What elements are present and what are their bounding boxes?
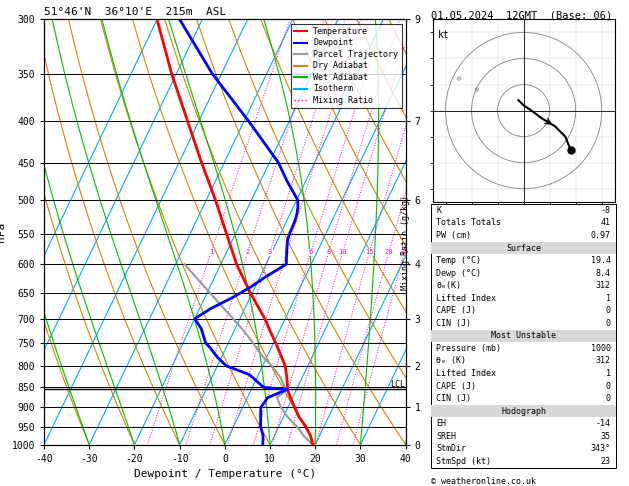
Text: Hodograph: Hodograph <box>501 407 546 416</box>
Text: 23: 23 <box>601 457 611 466</box>
Text: Temp (°C): Temp (°C) <box>437 256 481 265</box>
Y-axis label: hPa: hPa <box>0 222 6 242</box>
Text: 10: 10 <box>338 249 347 255</box>
Text: 35: 35 <box>601 432 611 441</box>
Text: StmSpd (kt): StmSpd (kt) <box>437 457 491 466</box>
Text: Dewp (°C): Dewp (°C) <box>437 269 481 278</box>
Text: 1000: 1000 <box>591 344 611 353</box>
Text: SREH: SREH <box>437 432 457 441</box>
Text: 1: 1 <box>606 294 611 303</box>
Text: 1: 1 <box>209 249 213 255</box>
Text: ❄: ❄ <box>474 87 480 93</box>
Text: CIN (J): CIN (J) <box>437 394 471 403</box>
Text: PW (cm): PW (cm) <box>437 231 471 240</box>
Bar <box>431 204 616 242</box>
Text: θₑ(K): θₑ(K) <box>437 281 462 290</box>
Text: 0: 0 <box>606 319 611 328</box>
Text: -8: -8 <box>601 206 611 215</box>
Text: 15: 15 <box>365 249 374 255</box>
Text: 312: 312 <box>596 281 611 290</box>
Text: 19.4: 19.4 <box>591 256 611 265</box>
Text: 0.97: 0.97 <box>591 231 611 240</box>
Bar <box>431 405 616 417</box>
Text: Pressure (mb): Pressure (mb) <box>437 344 501 353</box>
Text: 3: 3 <box>268 249 272 255</box>
Text: 6: 6 <box>309 249 313 255</box>
Text: 0: 0 <box>606 382 611 391</box>
Text: CIN (J): CIN (J) <box>437 319 471 328</box>
Text: 25: 25 <box>400 249 408 255</box>
Text: Most Unstable: Most Unstable <box>491 331 556 340</box>
Text: Lifted Index: Lifted Index <box>437 294 496 303</box>
Text: EH: EH <box>437 419 447 428</box>
Text: -14: -14 <box>596 419 611 428</box>
Text: Totals Totals: Totals Totals <box>437 218 501 227</box>
Text: LCL: LCL <box>390 381 405 389</box>
Text: CAPE (J): CAPE (J) <box>437 306 476 315</box>
Text: Mixing Ratio (g/kg): Mixing Ratio (g/kg) <box>401 195 410 291</box>
Text: Surface: Surface <box>506 243 541 253</box>
Text: 01.05.2024  12GMT  (Base: 06): 01.05.2024 12GMT (Base: 06) <box>431 11 612 21</box>
Text: 2: 2 <box>245 249 250 255</box>
Text: StmDir: StmDir <box>437 444 467 453</box>
Text: CAPE (J): CAPE (J) <box>437 382 476 391</box>
Bar <box>431 405 616 468</box>
Bar <box>431 330 616 342</box>
Text: 8.4: 8.4 <box>596 269 611 278</box>
Text: © weatheronline.co.uk: © weatheronline.co.uk <box>431 477 536 486</box>
Text: 0: 0 <box>606 306 611 315</box>
Text: ❄: ❄ <box>455 76 462 82</box>
Text: 8: 8 <box>326 249 331 255</box>
Text: kt: kt <box>438 30 450 40</box>
Text: 343°: 343° <box>591 444 611 453</box>
Bar <box>431 330 616 405</box>
Bar <box>431 242 616 254</box>
Text: 0: 0 <box>606 394 611 403</box>
Legend: Temperature, Dewpoint, Parcel Trajectory, Dry Adiabat, Wet Adiabat, Isotherm, Mi: Temperature, Dewpoint, Parcel Trajectory… <box>291 24 401 108</box>
Text: 312: 312 <box>596 356 611 365</box>
Text: 4: 4 <box>284 249 289 255</box>
Text: 41: 41 <box>601 218 611 227</box>
Y-axis label: km
ASL: km ASL <box>440 232 457 254</box>
Text: K: K <box>437 206 442 215</box>
X-axis label: Dewpoint / Temperature (°C): Dewpoint / Temperature (°C) <box>134 469 316 479</box>
Text: θₑ (K): θₑ (K) <box>437 356 467 365</box>
Bar <box>431 242 616 330</box>
Text: Lifted Index: Lifted Index <box>437 369 496 378</box>
Text: 1: 1 <box>606 369 611 378</box>
Text: 20: 20 <box>384 249 393 255</box>
Text: 51°46'N  36°10'E  215m  ASL: 51°46'N 36°10'E 215m ASL <box>44 7 226 17</box>
